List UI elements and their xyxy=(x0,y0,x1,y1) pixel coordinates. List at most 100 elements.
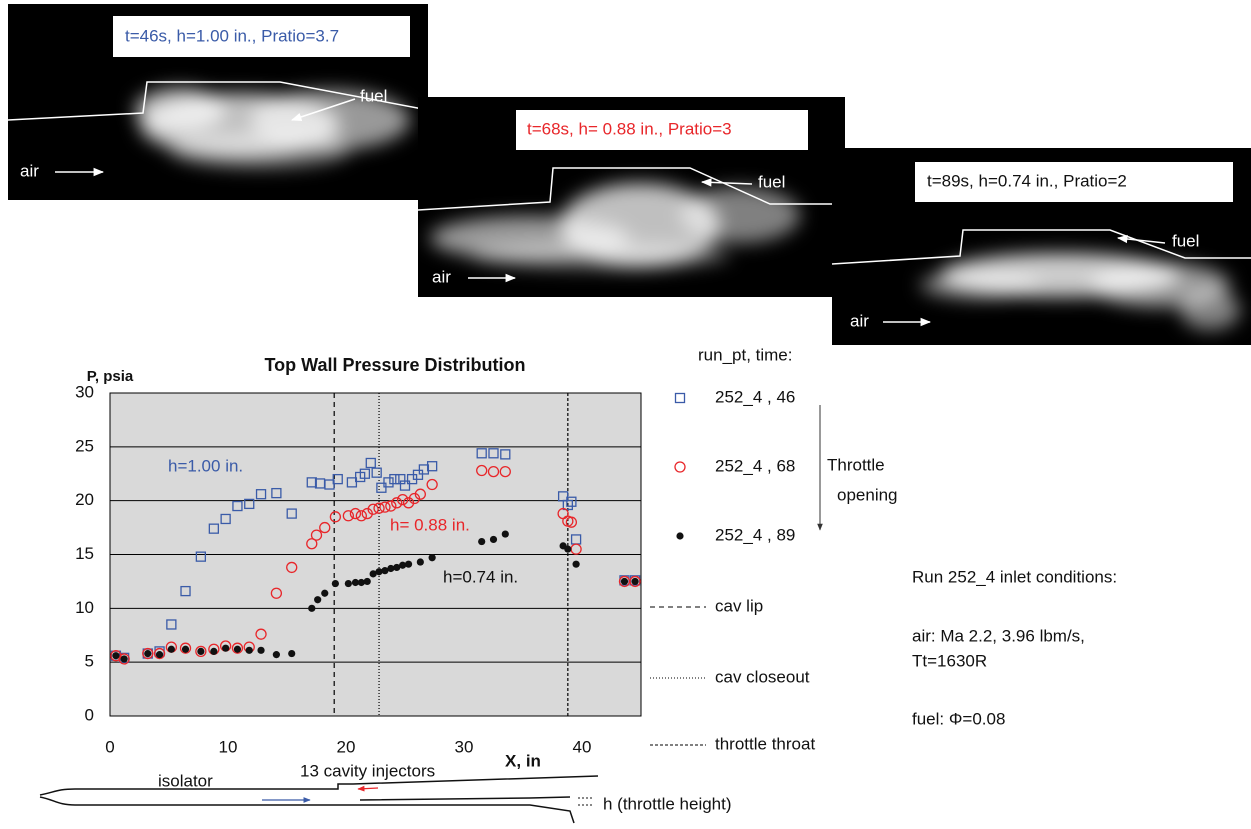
y-tick-label: 10 xyxy=(75,598,94,617)
data-point xyxy=(288,649,296,658)
data-point xyxy=(488,448,499,459)
data-point xyxy=(306,477,317,488)
schematic xyxy=(39,775,599,824)
data-point xyxy=(310,529,323,541)
legend-label: 252_4 , 89 xyxy=(715,525,795,544)
conditions: fuel: Φ=0.08 xyxy=(912,709,1005,728)
conditions: Run 252_4 inlet conditions: xyxy=(912,567,1117,586)
data-point xyxy=(357,578,365,587)
data-point xyxy=(500,449,511,460)
legend-label: throttle throat xyxy=(715,734,815,753)
data-point xyxy=(272,651,280,659)
data-point xyxy=(396,493,409,506)
photo-panel: t=68s, h= 0.88 in., Pratio=3 fuel air xyxy=(417,97,845,297)
data-point xyxy=(389,473,400,485)
schematic-label: 13 cavity injectors xyxy=(300,761,435,780)
data-point xyxy=(271,487,282,499)
data-point xyxy=(375,568,383,576)
data-point xyxy=(344,579,352,588)
data-point xyxy=(346,477,358,488)
data-point xyxy=(286,508,297,519)
data-point xyxy=(255,489,267,500)
legend-label: cav lip xyxy=(715,596,763,615)
data-point xyxy=(142,647,154,660)
data-point xyxy=(476,464,488,477)
data-point xyxy=(324,479,335,490)
data-point xyxy=(155,651,164,659)
data-point xyxy=(195,645,207,658)
data-point xyxy=(631,577,639,586)
data-point xyxy=(565,516,578,528)
data-point xyxy=(244,498,255,510)
legend-marker xyxy=(674,392,686,404)
data-point xyxy=(321,589,329,597)
conditions: air: Ma 2.2, 3.96 lbm/s, xyxy=(912,626,1085,645)
data-point xyxy=(351,578,360,587)
data-point xyxy=(383,477,394,488)
data-point xyxy=(255,628,267,640)
annotation: h= 0.88 in. xyxy=(390,515,470,534)
data-point xyxy=(393,563,401,572)
y-axis-label: P, psia xyxy=(87,368,134,385)
annotation: h=0.74 in. xyxy=(443,567,518,586)
data-point xyxy=(332,473,343,485)
data-point xyxy=(118,653,130,665)
air-label: air xyxy=(432,267,451,286)
x-tick-label: 0 xyxy=(105,737,114,756)
data-point xyxy=(308,604,316,612)
x-tick-label: 40 xyxy=(573,737,592,756)
data-point xyxy=(231,642,244,654)
fuel-label: fuel xyxy=(1172,231,1199,250)
x-tick-label: 10 xyxy=(219,737,238,756)
annotation: h=1.00 in. xyxy=(168,456,243,475)
data-point xyxy=(499,465,511,478)
data-point xyxy=(181,645,190,653)
legend-label: 252_4 , 46 xyxy=(715,387,795,406)
data-point xyxy=(426,478,438,491)
caption: t=89s, h=0.74 in., Pratio=2 xyxy=(927,171,1127,190)
x-axis-label: X, in xyxy=(505,751,541,770)
data-point xyxy=(426,461,438,472)
fuel-label: fuel xyxy=(360,86,387,105)
legend-label: cav closeout xyxy=(715,667,810,686)
data-point xyxy=(572,560,580,568)
data-point xyxy=(376,482,387,493)
y-tick-label: 15 xyxy=(75,544,94,563)
legend-title: run_pt, time: xyxy=(698,345,793,364)
conditions: Tt=1630R xyxy=(912,651,987,670)
fuel-label: fuel xyxy=(758,172,785,191)
data-point xyxy=(414,488,426,500)
data-point xyxy=(166,619,177,630)
data-point xyxy=(349,507,362,520)
data-point xyxy=(342,510,355,522)
data-point xyxy=(476,448,487,459)
data-point xyxy=(195,551,207,562)
data-point xyxy=(391,497,403,509)
data-point xyxy=(286,561,298,574)
data-point xyxy=(478,537,486,546)
data-point xyxy=(153,647,166,660)
data-point xyxy=(245,646,253,654)
legend-marker xyxy=(676,532,684,540)
data-point xyxy=(314,596,322,604)
data-point xyxy=(179,642,192,654)
air-label: air xyxy=(850,311,869,330)
data-point xyxy=(387,564,395,573)
data-point xyxy=(112,652,120,660)
x-tick-label: 30 xyxy=(455,737,474,756)
data-point xyxy=(418,464,430,475)
data-point xyxy=(566,496,577,507)
data-point xyxy=(381,567,389,575)
data-point xyxy=(379,501,391,513)
data-point xyxy=(412,469,424,480)
data-point xyxy=(220,513,231,525)
caption: t=68s, h= 0.88 in., Pratio=3 xyxy=(527,119,732,138)
data-point xyxy=(489,535,498,544)
data-point xyxy=(233,645,242,653)
data-point xyxy=(210,647,218,656)
schematic-label: isolator xyxy=(158,771,213,790)
x-tick-label: 20 xyxy=(337,737,356,756)
y-tick-label: 5 xyxy=(85,652,94,671)
data-point xyxy=(373,502,385,514)
